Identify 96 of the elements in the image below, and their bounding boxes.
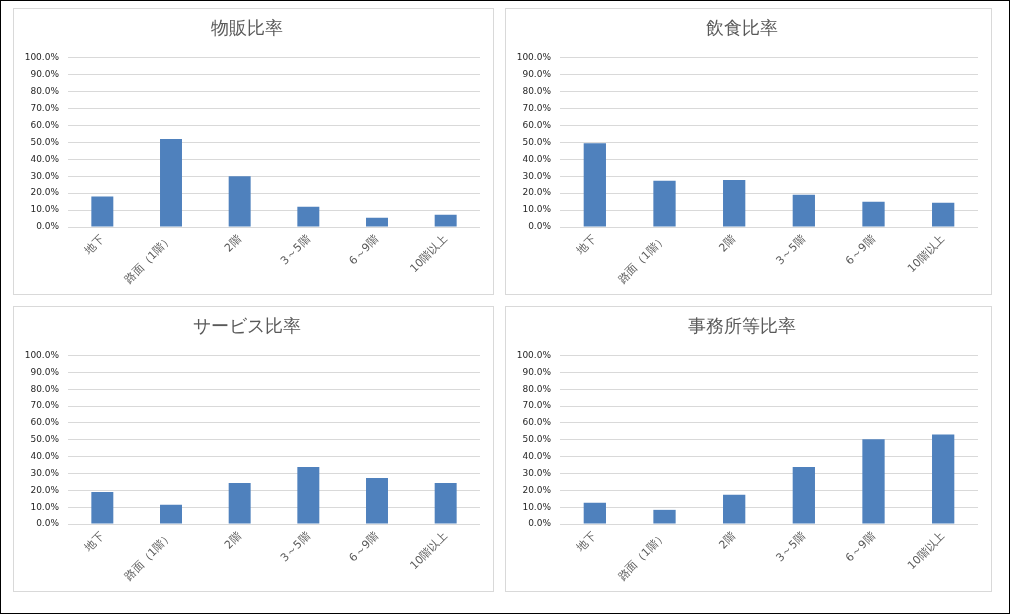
x-tick-label: 3～5階 <box>773 529 808 565</box>
y-tick-label: 10.0% <box>522 501 552 512</box>
y-tick-label: 0.0% <box>36 221 60 232</box>
x-tick-label: 地下 <box>81 232 107 259</box>
y-tick-label: 30.0% <box>30 467 60 478</box>
chart-title: 飲食比率 <box>706 17 778 39</box>
y-tick-label: 100.0% <box>516 349 552 360</box>
y-tick-label: 100.0% <box>24 51 60 62</box>
y-tick-label: 90.0% <box>522 68 552 79</box>
y-tick-label: 0.0% <box>528 518 552 529</box>
y-tick-label: 100.0% <box>516 51 552 62</box>
bar <box>160 504 182 524</box>
bar <box>228 482 251 524</box>
x-tick-label: 路面（1階） <box>615 232 669 286</box>
x-tick-label: 3～5階 <box>277 232 313 268</box>
bar <box>792 467 815 524</box>
y-tick-label: 50.0% <box>522 136 552 147</box>
y-tick-label: 60.0% <box>522 119 552 130</box>
y-tick-label: 70.0% <box>522 102 552 113</box>
chart-title: サービス比率 <box>193 315 301 337</box>
y-tick-label: 20.0% <box>522 484 552 495</box>
bar <box>297 467 320 524</box>
y-tick-label: 20.0% <box>522 187 552 198</box>
x-tick-label: 2階 <box>221 529 244 552</box>
y-tick-label: 70.0% <box>30 400 60 411</box>
x-tick-label: 3～5階 <box>773 232 808 268</box>
bar <box>653 180 676 227</box>
y-tick-label: 80.0% <box>30 85 60 96</box>
x-tick-label: 2階 <box>716 529 739 552</box>
y-tick-label: 20.0% <box>30 187 60 198</box>
x-tick-label: 路面（1階） <box>122 529 176 583</box>
x-tick-label: 10階以上 <box>407 529 450 573</box>
y-tick-label: 30.0% <box>30 170 60 181</box>
bar <box>932 434 955 524</box>
bar <box>723 179 746 227</box>
bar <box>583 502 606 524</box>
bar <box>434 214 457 227</box>
y-tick-label: 80.0% <box>522 85 552 96</box>
y-tick-label: 10.0% <box>30 501 60 512</box>
y-tick-label: 60.0% <box>30 417 60 428</box>
bar <box>297 206 320 227</box>
y-tick-label: 90.0% <box>30 366 60 377</box>
x-tick-label: 6～9階 <box>842 232 878 268</box>
y-tick-label: 20.0% <box>30 484 60 495</box>
y-tick-label: 50.0% <box>30 136 60 147</box>
y-tick-label: 80.0% <box>30 383 60 394</box>
bar <box>583 143 606 227</box>
y-tick-label: 60.0% <box>522 417 552 428</box>
bar <box>366 217 388 227</box>
bar <box>723 494 746 524</box>
x-tick-label: 地下 <box>81 529 107 556</box>
y-tick-label: 40.0% <box>522 153 552 164</box>
x-tick-label: 6～9階 <box>842 529 878 565</box>
y-tick-label: 90.0% <box>30 68 60 79</box>
x-tick-label: 地下 <box>573 232 599 259</box>
y-tick-label: 50.0% <box>30 434 60 445</box>
x-tick-label: 路面（1階） <box>615 529 669 583</box>
y-tick-label: 100.0% <box>24 349 60 360</box>
bar <box>366 478 388 524</box>
bar <box>792 194 815 227</box>
y-tick-label: 60.0% <box>30 119 60 130</box>
y-tick-label: 0.0% <box>528 221 552 232</box>
y-tick-label: 10.0% <box>522 204 552 215</box>
y-tick-label: 90.0% <box>522 366 552 377</box>
bar <box>228 176 251 227</box>
y-tick-label: 30.0% <box>522 467 552 478</box>
bar <box>653 509 676 524</box>
x-tick-label: 6～9階 <box>346 529 382 565</box>
bar <box>862 439 885 524</box>
y-tick-label: 40.0% <box>522 450 552 461</box>
x-tick-label: 地下 <box>573 529 599 556</box>
bar <box>91 492 114 524</box>
x-tick-label: 10階以上 <box>904 529 948 573</box>
y-tick-label: 70.0% <box>30 102 60 113</box>
bar <box>434 482 457 524</box>
y-tick-label: 40.0% <box>30 153 60 164</box>
y-tick-label: 30.0% <box>522 170 552 181</box>
chart-title: 物販比率 <box>211 17 283 39</box>
x-tick-label: 6～9階 <box>346 232 382 268</box>
y-tick-label: 50.0% <box>522 434 552 445</box>
x-tick-label: 2階 <box>716 232 739 255</box>
x-tick-label: 2階 <box>221 232 244 255</box>
y-tick-label: 0.0% <box>36 518 60 529</box>
y-tick-label: 70.0% <box>522 400 552 411</box>
x-tick-label: 10階以上 <box>407 232 450 276</box>
bar <box>932 202 955 227</box>
x-tick-label: 路面（1階） <box>122 232 176 286</box>
y-tick-label: 40.0% <box>30 450 60 461</box>
bar <box>160 138 182 227</box>
y-tick-label: 80.0% <box>522 383 552 394</box>
bar <box>91 196 114 227</box>
y-tick-label: 10.0% <box>30 204 60 215</box>
x-tick-label: 3～5階 <box>277 529 313 565</box>
x-tick-label: 10階以上 <box>904 232 948 276</box>
bar <box>862 201 885 227</box>
chart-title: 事務所等比率 <box>688 315 796 337</box>
